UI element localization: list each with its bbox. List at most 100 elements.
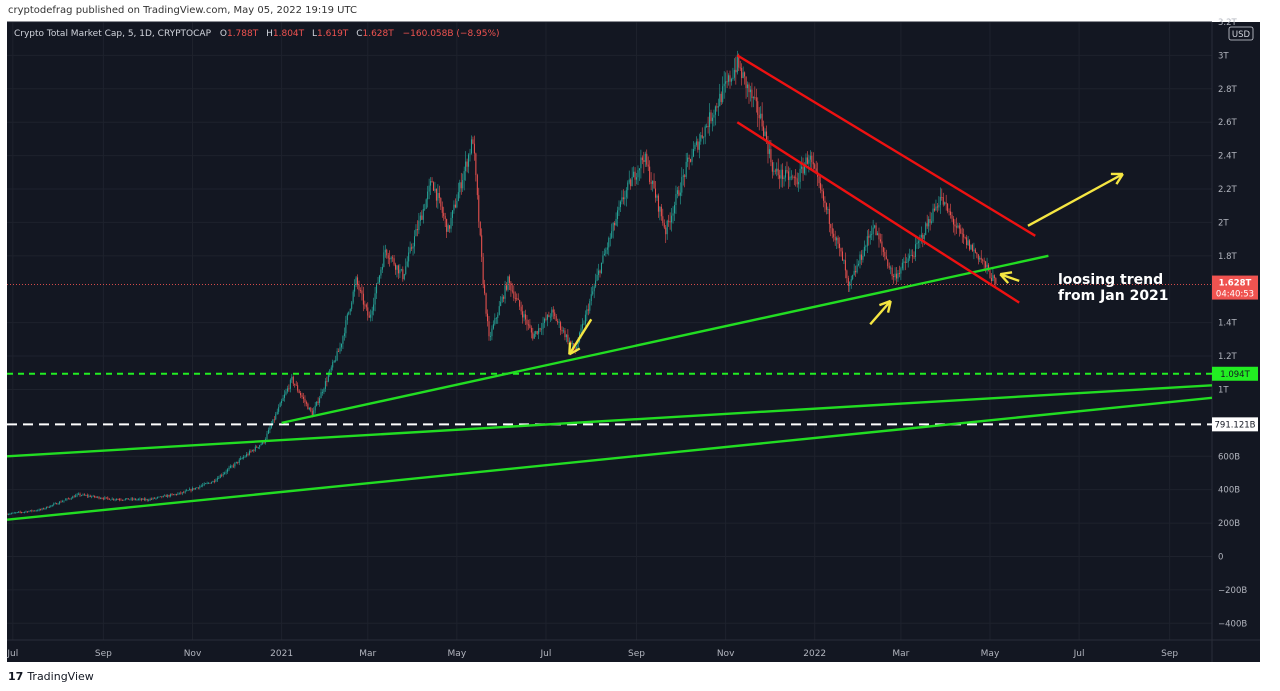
candle-body (422, 209, 424, 220)
candle-body (871, 234, 873, 235)
candle-body (985, 261, 987, 268)
candle-body (300, 393, 302, 396)
candle-body (725, 81, 727, 84)
candle-body (50, 505, 52, 507)
candle-body (416, 229, 418, 231)
candle-body (754, 97, 756, 98)
candle-body (862, 255, 864, 260)
candle-body (951, 215, 953, 219)
candle-body (621, 197, 623, 202)
candle-body (598, 270, 600, 275)
candle-body (393, 258, 395, 265)
currency-badge[interactable]: USD (1228, 26, 1254, 41)
candle-body (225, 471, 227, 473)
candle-body (717, 106, 719, 108)
candle-body (963, 234, 965, 238)
candle-body (760, 113, 762, 119)
candle-body (7, 513, 8, 515)
arrow-breakout (1027, 172, 1124, 227)
candle-body (259, 445, 261, 448)
candle-body (151, 498, 153, 500)
candle-body (485, 293, 487, 314)
x-tick-label: Nov (184, 649, 202, 659)
y-tick-label: 1.2T (1218, 352, 1238, 362)
candle-body (413, 236, 416, 247)
candle-body (29, 510, 31, 512)
candle-body (359, 290, 361, 292)
candle-body (888, 266, 890, 268)
candle-body (399, 269, 401, 274)
candle-body (618, 207, 620, 211)
candle-body (730, 78, 732, 82)
candle-body (240, 458, 242, 460)
candle-body (10, 513, 12, 515)
candle-body (681, 176, 683, 193)
y-tick-label: 200B (1218, 519, 1240, 529)
candle-body (863, 246, 865, 256)
candle-body (83, 494, 85, 496)
y-tick-label: 1.4T (1218, 319, 1238, 329)
high-value: 1.804T (273, 29, 305, 39)
candle-body (806, 157, 808, 164)
candle-body (57, 503, 59, 505)
candle-body (61, 501, 64, 503)
candle-body (561, 330, 563, 332)
candle-body (205, 483, 207, 485)
candle-body (190, 489, 192, 491)
candle-body (288, 388, 290, 390)
candle-body (295, 384, 297, 386)
candle-body (935, 206, 937, 211)
candle-body (343, 333, 345, 337)
candle-body (654, 188, 657, 198)
publisher-line: cryptodefrag published on TradingView.co… (8, 5, 357, 16)
candle-body (844, 260, 846, 271)
candle-body (376, 283, 378, 294)
candle-body (262, 441, 264, 444)
candle-body (286, 388, 288, 392)
candle-body (405, 266, 407, 275)
candle-body (682, 175, 684, 177)
y-tick-label: 2.2T (1218, 185, 1238, 195)
candle-body (15, 512, 17, 514)
candle-body (70, 498, 72, 500)
candle-body (993, 275, 995, 279)
candle-body (247, 454, 249, 456)
chart-panel[interactable] (7, 22, 1260, 662)
y-tick-label: 1.8T (1218, 252, 1238, 262)
candle-body (529, 324, 531, 328)
candle-body (858, 263, 860, 266)
y-axis[interactable]: 3.2T 3T 2.8T 2.6T 2.4T 2.2T 2T 1.8T 1.4T 1.2T 1T 60… (1218, 18, 1247, 629)
candle-body (346, 314, 348, 321)
candle-body (257, 447, 259, 448)
candle-body (279, 403, 281, 408)
candle-body (513, 291, 515, 299)
candle-body (270, 424, 272, 428)
candle-body (939, 196, 941, 205)
tradingview-logo[interactable]: 17 TradingView (8, 670, 94, 683)
candle-body (722, 86, 724, 102)
candle-body (916, 242, 918, 245)
legend-line: Crypto Total Market Cap, 5, 1D, CRYPTOCA… (14, 29, 500, 39)
candle-body (98, 496, 100, 499)
x-axis[interactable]: Jul Sep Nov 2021 Mar May Jul Sep Nov 2022 Mar May Ju… (6, 649, 1178, 659)
candle-body (454, 204, 456, 208)
candle-body (954, 224, 956, 227)
candle-body (736, 55, 738, 73)
candle-body (749, 89, 751, 93)
candle-body (700, 135, 702, 142)
candle-body (633, 171, 635, 177)
candle-body (663, 223, 665, 228)
candle-body (104, 497, 106, 499)
candle-body (587, 309, 589, 311)
candle-body (853, 270, 855, 275)
candle-body (460, 182, 462, 189)
candle-body (992, 275, 994, 282)
candle-body (189, 489, 191, 491)
candle-body (21, 512, 23, 513)
candle-body (526, 319, 528, 325)
candle-body (218, 478, 220, 479)
arrow-feb-2022-support-head (886, 300, 892, 313)
candle-body (307, 403, 309, 410)
candle-body (396, 265, 398, 270)
